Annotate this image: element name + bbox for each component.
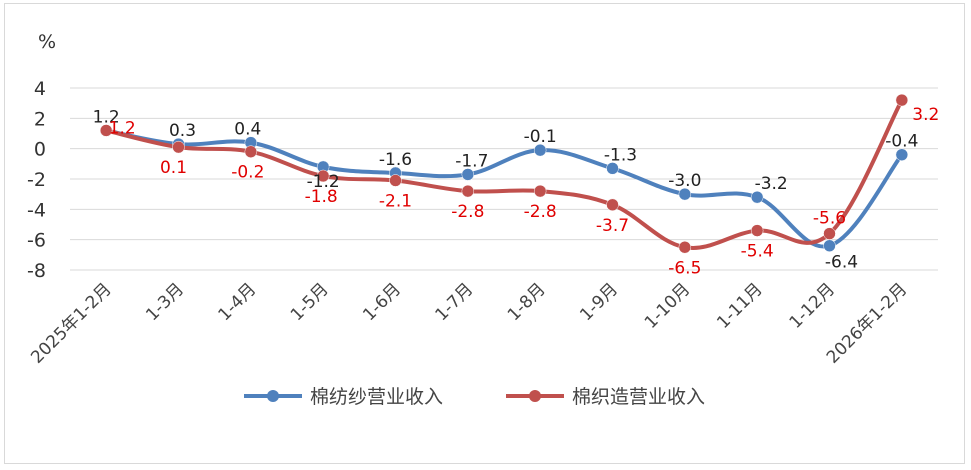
legend-item-2: 棉织造营业收入 xyxy=(506,386,705,408)
legend-label: 棉纺纱营业收入 xyxy=(310,386,443,408)
data-point xyxy=(172,140,185,154)
data-point xyxy=(606,198,619,212)
data-label: -2.8 xyxy=(524,202,557,222)
data-label: -5.4 xyxy=(741,242,774,262)
data-label: -1.3 xyxy=(604,145,637,165)
data-point xyxy=(750,190,764,204)
y-tick-label: 4 xyxy=(34,78,46,100)
y-tick-label: -2 xyxy=(27,169,46,191)
data-point xyxy=(533,143,547,157)
data-label: 1.2 xyxy=(93,107,120,127)
data-point xyxy=(606,162,619,175)
data-label: 0.4 xyxy=(234,120,261,140)
data-label: -3.2 xyxy=(755,174,788,194)
y-tick-label: -8 xyxy=(27,260,46,282)
y-tick-label: 0 xyxy=(34,139,46,161)
chart-frame xyxy=(4,3,965,464)
data-label: -1.8 xyxy=(305,187,338,207)
data-label: -0.2 xyxy=(231,163,264,183)
y-tick-label: 2 xyxy=(34,108,46,130)
data-point xyxy=(750,224,764,237)
x-tick-label: 1-6月 xyxy=(359,279,405,325)
data-label: -6.4 xyxy=(825,253,858,273)
data-point xyxy=(823,227,836,240)
data-label: -1.2 xyxy=(307,172,340,192)
data-point xyxy=(389,174,402,187)
y-tick-label: -6 xyxy=(27,230,46,252)
x-tick-label: 1-11月 xyxy=(713,279,766,332)
data-label: -0.4 xyxy=(885,132,918,152)
data-label: -3.0 xyxy=(668,171,701,191)
data-label: -2.1 xyxy=(379,192,412,212)
data-label: -2.8 xyxy=(451,202,484,222)
y-tick-label: -4 xyxy=(27,199,46,221)
y-axis-unit-label: % xyxy=(38,31,56,53)
x-tick-label: 1-9月 xyxy=(576,279,622,325)
x-tick-label: 1-4月 xyxy=(215,279,261,325)
x-tick-label: 1-10月 xyxy=(641,279,694,332)
data-point xyxy=(678,187,692,201)
data-label: -0.1 xyxy=(524,127,557,147)
data-label: 3.2 xyxy=(912,105,939,125)
x-tick-label: 1-7月 xyxy=(432,279,478,325)
x-tick-label: 1-5月 xyxy=(287,279,333,325)
data-label: 0.1 xyxy=(160,158,187,178)
legend-item-1: 棉纺纱营业收入 xyxy=(244,386,443,408)
data-label: -5.6 xyxy=(813,209,846,229)
data-label: 0.3 xyxy=(169,121,196,141)
data-point xyxy=(895,148,909,161)
legend-marker xyxy=(267,390,279,402)
x-tick-label: 2025年1-2月 xyxy=(27,279,115,367)
data-point xyxy=(895,93,909,107)
legend-label: 棉织造营业收入 xyxy=(572,386,705,408)
data-point xyxy=(533,184,547,198)
data-point xyxy=(461,168,475,181)
data-point xyxy=(678,241,692,254)
legend-marker xyxy=(529,390,541,402)
data-label: -3.7 xyxy=(596,216,629,236)
data-point xyxy=(823,239,836,252)
data-label: -1.6 xyxy=(379,150,412,170)
x-tick-label: 1-8月 xyxy=(504,279,550,325)
data-point xyxy=(461,184,475,198)
data-label: -6.5 xyxy=(668,258,701,278)
data-label: -1.7 xyxy=(455,151,488,171)
data-label: 1.2 xyxy=(109,118,136,138)
data-point xyxy=(316,169,330,183)
x-tick-label: 1-3月 xyxy=(142,279,188,325)
data-point xyxy=(99,124,113,137)
x-tick-label: 1-12月 xyxy=(786,279,839,332)
data-point xyxy=(244,145,258,158)
